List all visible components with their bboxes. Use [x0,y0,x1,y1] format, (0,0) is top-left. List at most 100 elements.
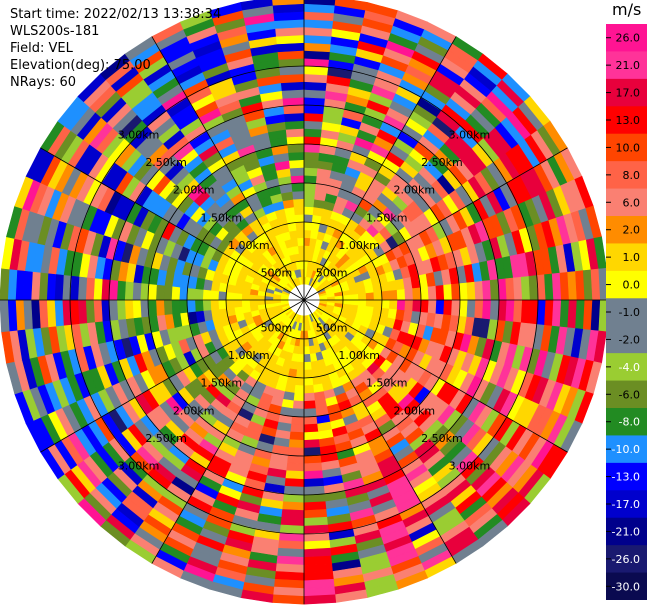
velocity-gate [303,431,320,441]
velocity-gate [443,299,453,316]
range-labels: 500m 500m 500m 500m 1.00km 1.00km 1.00km 1.00km… [118,129,491,473]
velocity-gate [272,0,305,6]
velocity-gate [443,284,453,301]
velocity-gate [303,73,328,84]
colorbar-segment [606,270,647,299]
velocity-gate [284,112,305,122]
velocity-gate [286,454,305,465]
velocity-gate [303,159,320,169]
velocity-gate [303,198,315,208]
velocity-gate [294,213,305,223]
colorbar-tick-label: 1.0 [623,251,641,264]
velocity-gate [233,299,243,308]
colorbar-tick-label: 21.0 [616,59,641,72]
velocity-gate [404,299,414,312]
velocity-gate [93,299,103,323]
velocity-gate [0,267,10,301]
colorbar-segment [606,572,647,600]
velocity-gate [171,299,181,315]
velocity-gate [435,299,445,316]
velocity-gate [303,143,321,153]
velocity-gate [303,400,316,410]
colorbar-segment [606,106,647,135]
range-ring-label: 2.50km [145,156,187,169]
colorbar-tick-label: 17.0 [616,87,641,100]
velocity-gate [289,229,298,240]
velocity-gate [303,206,315,216]
velocity-gate [489,299,500,321]
range-ring-label: 2.50km [421,432,463,445]
velocity-gate [303,408,317,418]
velocity-gate [289,167,305,177]
velocity-gate [489,279,500,301]
velocity-gate [293,206,305,216]
velocity-gate [139,299,150,318]
velocity-gate [280,509,305,519]
velocity-gate [303,112,324,122]
colorbar-segment [606,161,647,190]
velocity-gate [420,286,430,301]
velocity-gate [280,81,305,91]
velocity-gate [303,167,319,177]
azimuth-spoke [303,147,568,301]
velocity-gate [155,284,165,301]
colorbar-tick-label: -17.0 [612,498,640,511]
velocity-gate [116,299,126,320]
colorbar-segment [606,517,647,546]
velocity-gate [365,292,375,301]
velocity-gate [225,299,235,309]
colorbar-segment [606,216,647,244]
velocity-gate [124,299,134,320]
colorbar-segment [606,51,647,80]
velocity-gate [303,346,311,355]
velocity-gate [303,174,318,184]
velocity-gate [291,408,305,418]
range-ring-label: 500m [261,266,293,279]
colorbar: 26.0 21.0 17.0 13.0 10.0 8.0 6.0 2.0 1.0 0.0 -1.0 -… [606,24,647,600]
velocity-gate [303,509,328,519]
velocity-gate [194,299,204,312]
velocity-gate [217,299,227,310]
range-ring-label: 500m [316,266,348,279]
velocity-gate [303,377,314,387]
velocity-gate [303,439,320,449]
velocity-gate [210,299,220,311]
velocity-gate [303,470,324,480]
velocity-gate [435,284,445,301]
velocity-gate [271,594,305,605]
start-time: 2022/02/13 13:38:34 [83,7,222,22]
velocity-gate [293,392,305,402]
colorbar-segment [606,325,647,354]
range-ring-label: 1.50km [200,211,242,224]
velocity-gate [303,0,336,6]
velocity-gate [303,221,313,231]
range-ring-label: 1.50km [200,377,242,390]
range-ring-label: 1.00km [338,239,380,252]
velocity-gate [303,322,308,332]
velocity-gate [300,268,305,278]
velocity-gate [342,294,352,301]
velocity-gate [178,299,188,314]
range-ring-label: 1.00km [228,239,270,252]
velocity-gate [293,198,305,208]
velocity-gate [116,280,126,301]
velocity-gate [303,135,322,146]
velocity-gate [292,190,305,200]
azimuth-spoke [151,299,305,564]
velocity-gate [303,128,323,138]
velocity-gate [284,120,305,130]
colorbar-segment [606,353,647,382]
velocity-gate [334,295,344,301]
velocity-gate [297,237,305,247]
velocity-gate [303,454,322,465]
velocity-gate [85,276,95,301]
velocity-gate [291,182,305,192]
colorbar-tick-label: 0.0 [623,279,641,292]
velocity-gate [303,213,314,223]
velocity-gate [178,286,188,301]
velocity-gate [210,289,220,301]
range-ring-label: 500m [261,322,293,335]
velocity-gate [303,447,321,457]
range-ring-label: 1.00km [228,349,270,362]
velocity-gate [474,280,484,301]
